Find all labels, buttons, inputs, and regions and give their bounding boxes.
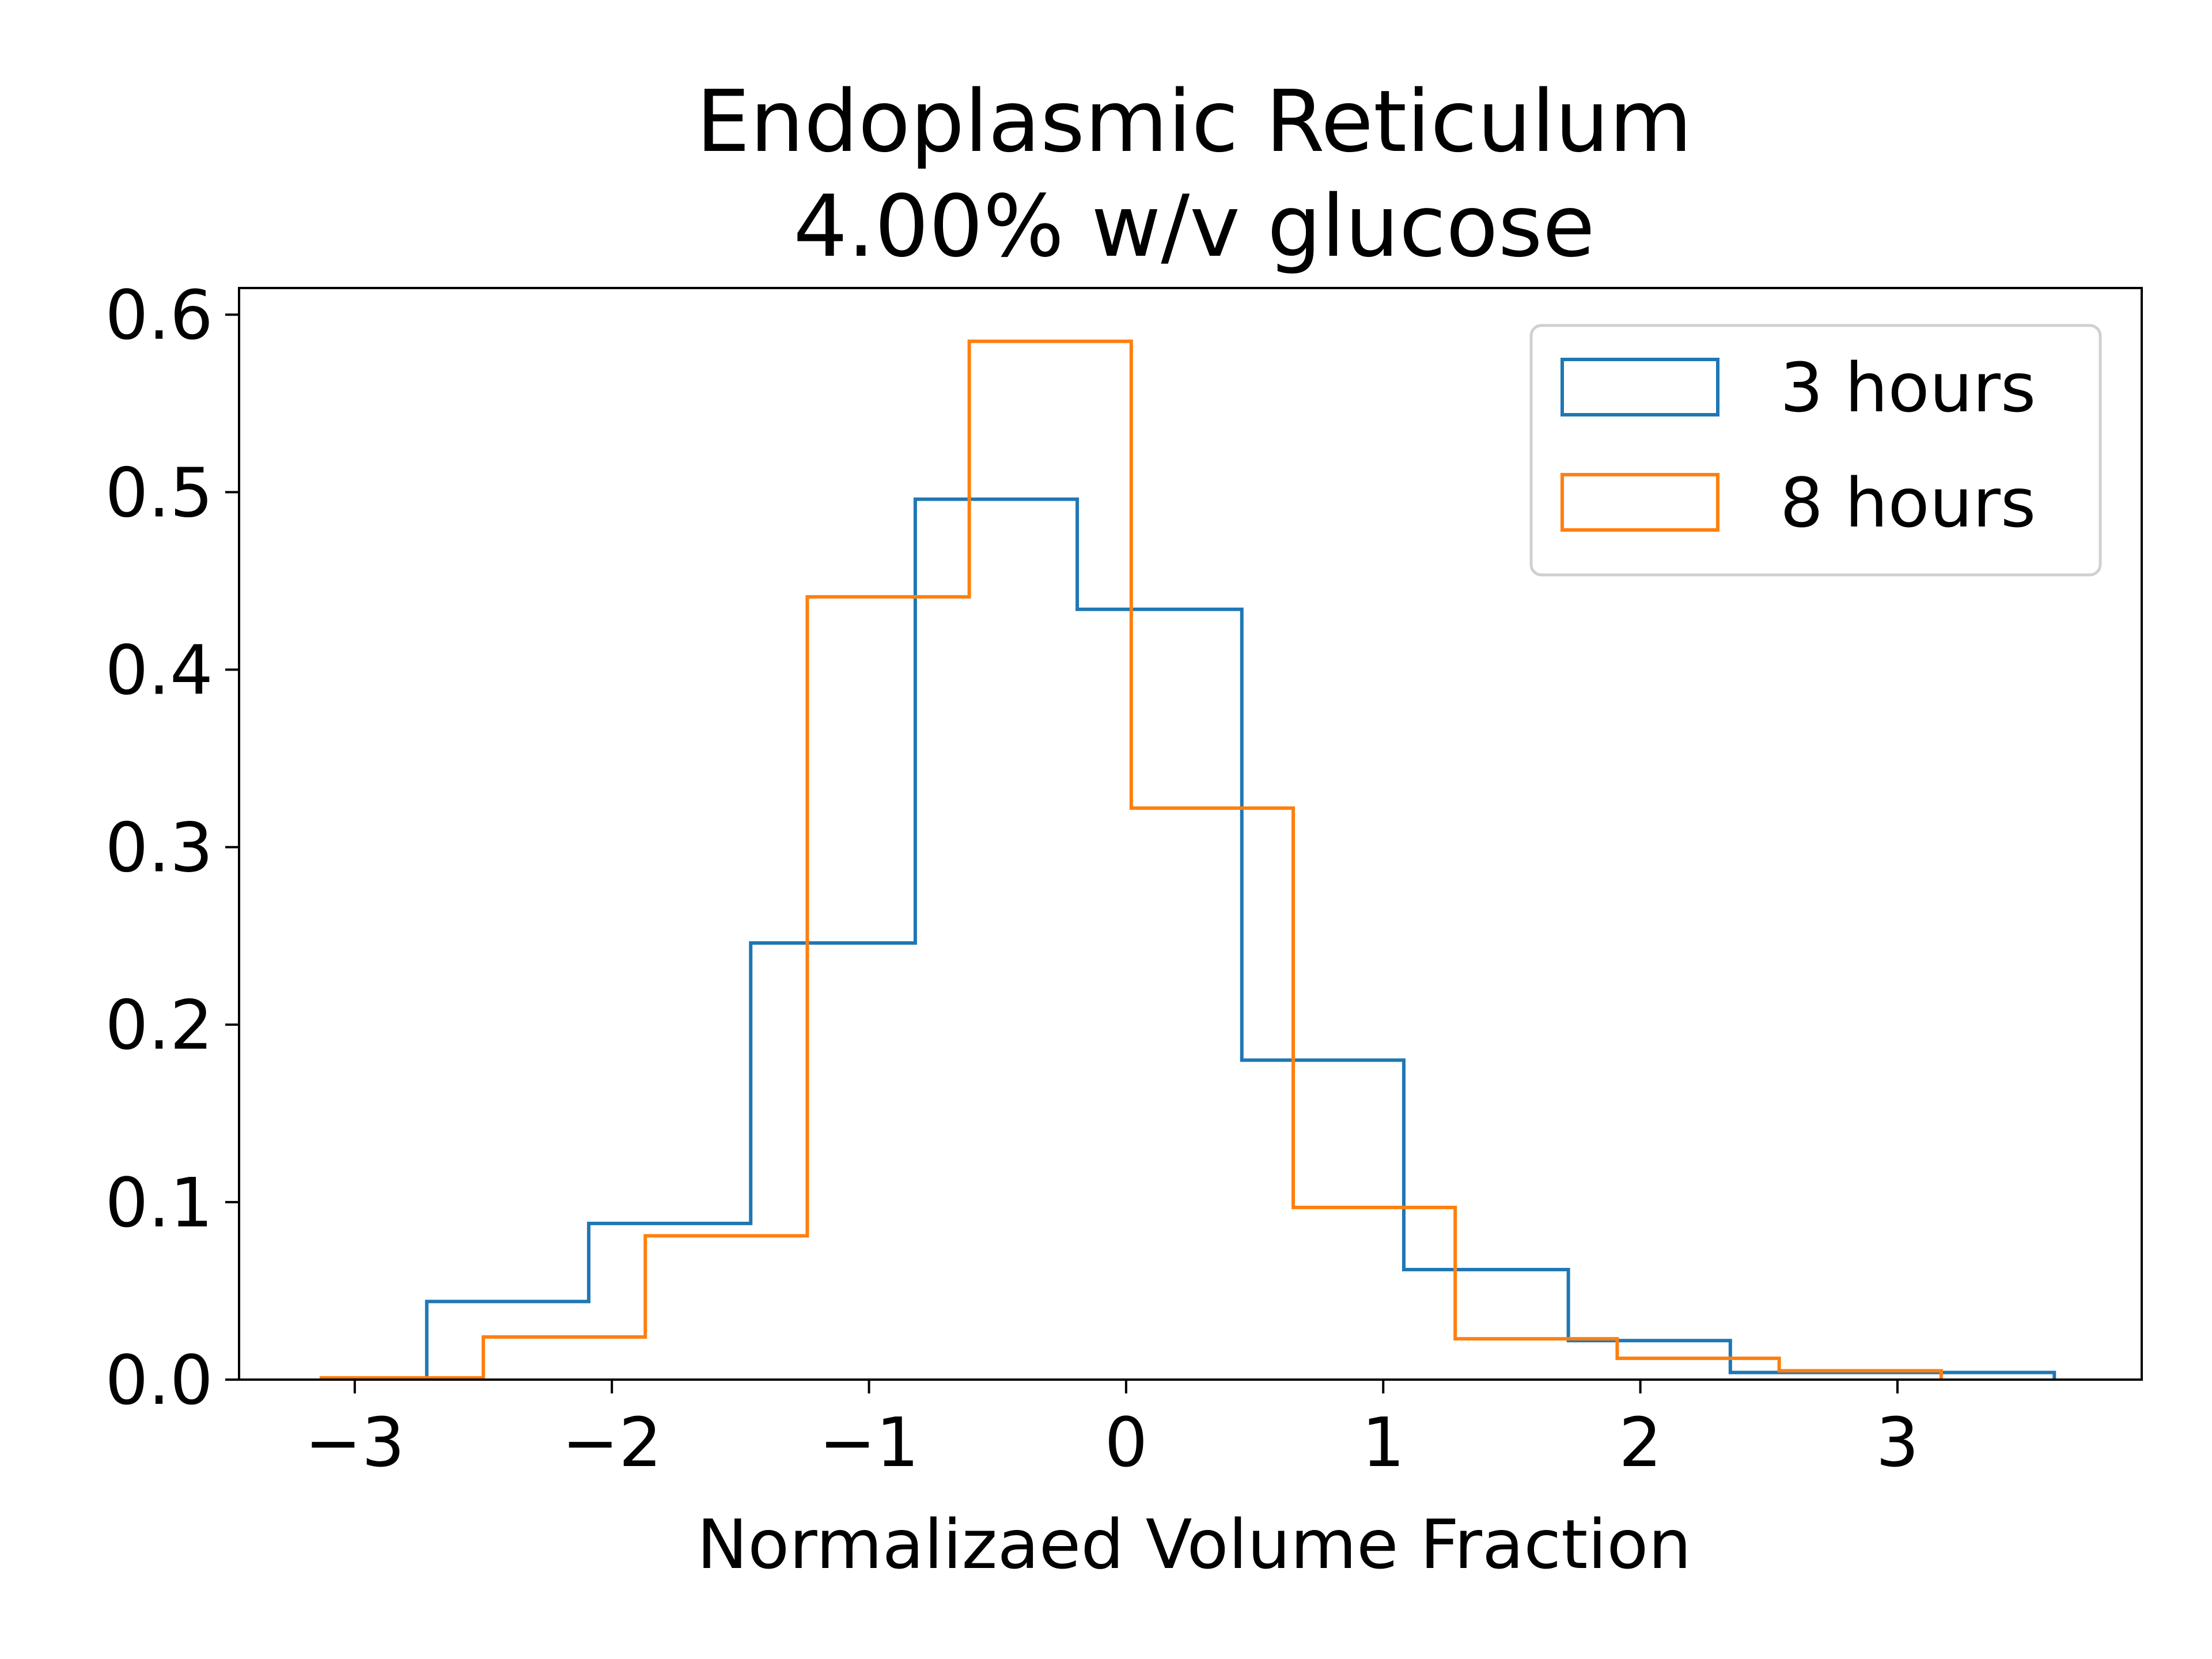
y-tick-label: 0.0 — [105, 1340, 213, 1420]
x-tick-label: −2 — [562, 1403, 662, 1482]
legend-label-series-2: 8 hours — [1780, 463, 2036, 543]
axes-frame — [238, 287, 2143, 1381]
x-tick-label: 0 — [1104, 1403, 1147, 1482]
y-tick-label: 0.5 — [105, 453, 213, 532]
plot-area — [319, 339, 2056, 1380]
legend: 3 hours 8 hours — [1529, 324, 2102, 577]
y-tick-label: 0.4 — [105, 630, 213, 710]
y-tick-label: 0.3 — [105, 808, 213, 888]
axes: −3 −2 −1 0 1 2 3 0.0 0.1 0.2 0.3 0.4 0.5 0.6 — [105, 275, 2143, 1482]
x-tick-label: −1 — [819, 1403, 919, 1482]
series-1-histogram-step — [425, 497, 2056, 1380]
y-tick-label: 0.2 — [105, 986, 213, 1065]
legend-label-series-1: 3 hours — [1780, 348, 2036, 427]
x-tick-label: 3 — [1876, 1403, 1919, 1482]
chart-subtitle: 4.00% w/v glucose — [793, 177, 1595, 276]
y-tick-label: 0.1 — [105, 1163, 213, 1243]
x-tick-label: 1 — [1362, 1403, 1405, 1482]
chart-title: Endoplasmic Reticulum — [696, 72, 1692, 171]
y-tick-label: 0.6 — [105, 275, 213, 355]
x-axis-label: Normalizaed Volume Fraction — [697, 1505, 1691, 1584]
x-tick-label: 2 — [1619, 1403, 1662, 1482]
x-tick-label: −3 — [305, 1403, 405, 1482]
legend-swatch-series-1 — [1560, 358, 1719, 416]
series-2-histogram-step — [319, 339, 1943, 1380]
legend-box — [1529, 324, 2102, 577]
legend-swatch-series-2 — [1560, 473, 1719, 532]
